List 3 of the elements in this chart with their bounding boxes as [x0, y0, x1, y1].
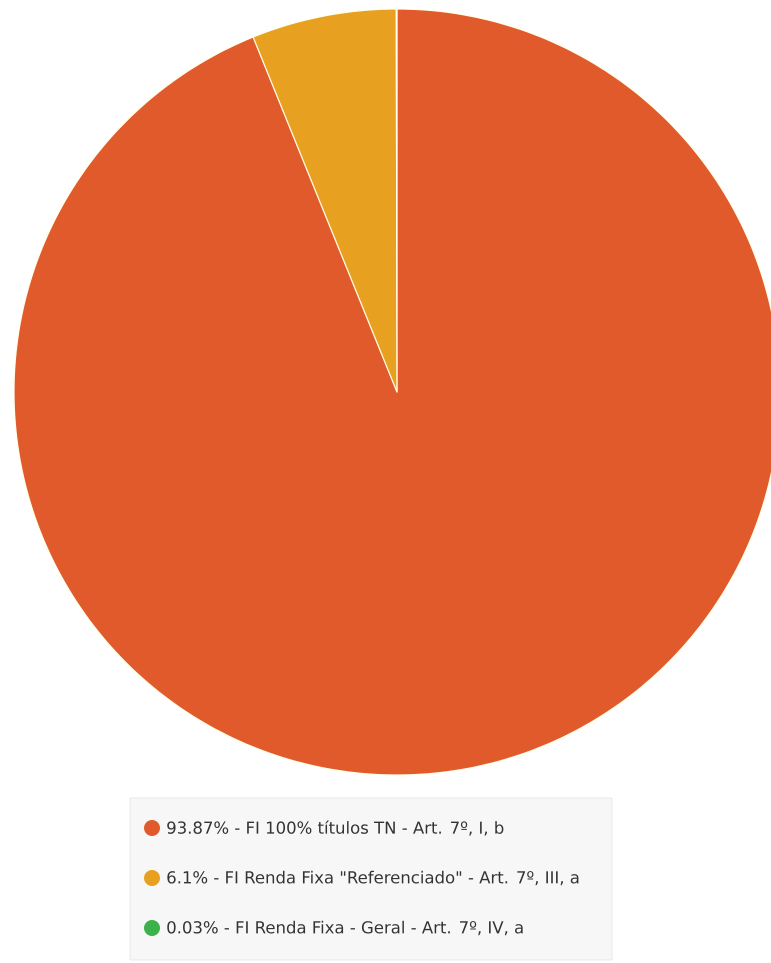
legend-label: 6.1% - FI Renda Fixa "Referenciado" - Art. 7º, III, a	[167, 870, 578, 886]
slice-label: 93.87% - FI 100% títulos TN - Art. 7º, I, b	[167, 820, 504, 836]
legend-label: 0.03% - FI Renda Fixa - Geral - Art. 7º, IV, a	[167, 920, 523, 936]
